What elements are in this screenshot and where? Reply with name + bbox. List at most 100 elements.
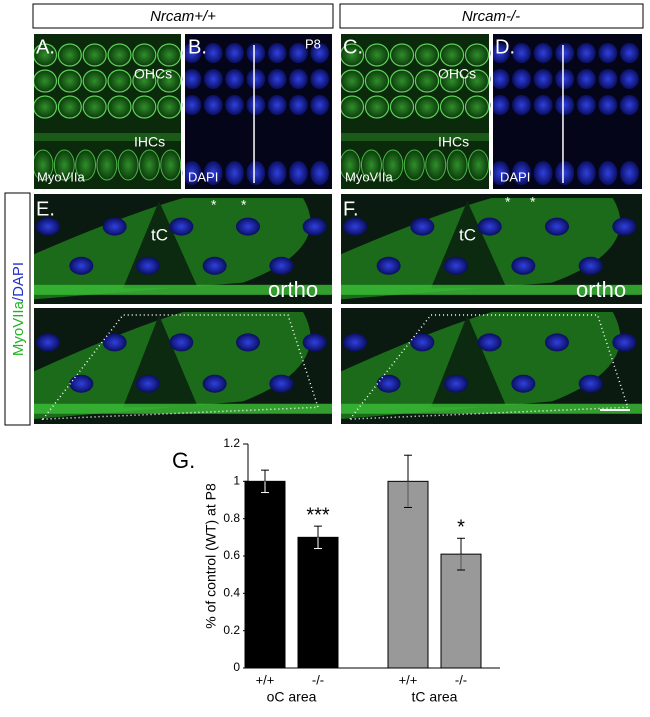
band xyxy=(33,133,182,141)
significance: *** xyxy=(306,504,330,526)
panel-label: F. xyxy=(343,198,359,220)
nucleus xyxy=(203,69,223,89)
nucleus xyxy=(225,43,244,63)
cell xyxy=(439,69,465,93)
cell xyxy=(32,69,58,93)
nucleus xyxy=(612,217,637,236)
y-tick-label: 0.2 xyxy=(223,623,240,637)
nucleus xyxy=(576,69,596,89)
y-tick-label: 0.8 xyxy=(223,511,240,525)
nucleus xyxy=(619,161,639,185)
cell xyxy=(157,69,182,93)
nucleus xyxy=(182,43,202,63)
cell xyxy=(96,149,118,181)
outline xyxy=(348,314,629,420)
cell xyxy=(157,43,182,67)
nucleus xyxy=(533,161,553,185)
nucleus xyxy=(225,95,244,115)
nucleus xyxy=(182,95,202,115)
cell xyxy=(53,149,75,181)
nucleus xyxy=(343,217,367,236)
border xyxy=(32,306,334,426)
bar xyxy=(244,480,286,669)
panel-letter: G. xyxy=(172,448,195,473)
panel-label: OHCs xyxy=(438,66,476,82)
cell xyxy=(157,95,182,119)
nucleus xyxy=(246,69,266,89)
panel-label: tC xyxy=(151,225,168,244)
cell xyxy=(382,149,404,181)
nucleus xyxy=(598,69,618,89)
cell xyxy=(82,95,107,119)
header: Nrcam+/+ xyxy=(150,8,216,25)
cell xyxy=(132,43,157,67)
cell xyxy=(364,43,390,67)
significance: * xyxy=(457,517,465,539)
cell xyxy=(389,95,415,119)
nucleus xyxy=(619,43,639,63)
cell xyxy=(403,149,425,181)
panel-label: A. xyxy=(36,36,55,58)
nucleus xyxy=(289,161,308,185)
nucleus xyxy=(512,69,532,89)
panel-label: C. xyxy=(343,36,363,58)
panel-label: IHCs xyxy=(134,134,165,150)
cell xyxy=(425,149,447,181)
panel-label: DAPI xyxy=(188,169,218,184)
nucleus xyxy=(202,374,227,393)
nucleus xyxy=(555,161,575,185)
nucleus xyxy=(310,69,330,89)
panel-label: D. xyxy=(495,36,515,58)
cell xyxy=(464,95,490,119)
cell xyxy=(339,69,365,93)
cell xyxy=(360,149,382,181)
nucleus xyxy=(203,95,223,115)
group-label: tC area xyxy=(412,689,458,705)
panel-label: ortho xyxy=(576,277,626,302)
band xyxy=(340,403,643,414)
nucleus xyxy=(533,69,553,89)
y-tick-label: 1 xyxy=(233,474,240,488)
border xyxy=(183,32,334,191)
nucleus xyxy=(490,69,510,89)
outline xyxy=(41,314,320,420)
band xyxy=(33,284,333,295)
bar xyxy=(440,553,482,669)
nucleus xyxy=(302,217,327,236)
cell xyxy=(82,43,107,67)
nucleus xyxy=(512,161,532,185)
nucleus xyxy=(289,69,308,89)
nucleus xyxy=(289,43,308,63)
border xyxy=(491,32,644,191)
cell xyxy=(464,69,490,93)
cell xyxy=(138,149,160,181)
border xyxy=(32,32,183,191)
nucleus xyxy=(490,161,510,185)
panel-label: P8 xyxy=(305,36,321,51)
nucleus xyxy=(555,69,575,89)
y-axis-title: % of control (WT) at P8 xyxy=(203,483,219,629)
nucleus xyxy=(444,374,468,393)
border xyxy=(339,306,644,426)
header: Nrcam-/- xyxy=(462,8,520,25)
cell xyxy=(446,149,468,181)
x-tick-label: +/+ xyxy=(256,672,275,687)
header-box xyxy=(339,3,644,29)
nucleus xyxy=(490,43,510,63)
nucleus xyxy=(619,95,639,115)
nucleus xyxy=(410,217,435,236)
cell xyxy=(32,95,58,119)
nucleus xyxy=(598,95,618,115)
nucleus xyxy=(376,256,401,275)
nucleus xyxy=(376,374,401,393)
nucleus xyxy=(169,333,194,352)
nucleus xyxy=(578,256,603,275)
panel-label: IHCs xyxy=(438,134,469,150)
nucleus xyxy=(246,43,266,63)
cell xyxy=(439,95,465,119)
cell xyxy=(468,149,490,181)
nucleus xyxy=(343,333,367,352)
nucleus xyxy=(555,95,575,115)
cell xyxy=(107,69,132,93)
nucleus xyxy=(511,374,536,393)
